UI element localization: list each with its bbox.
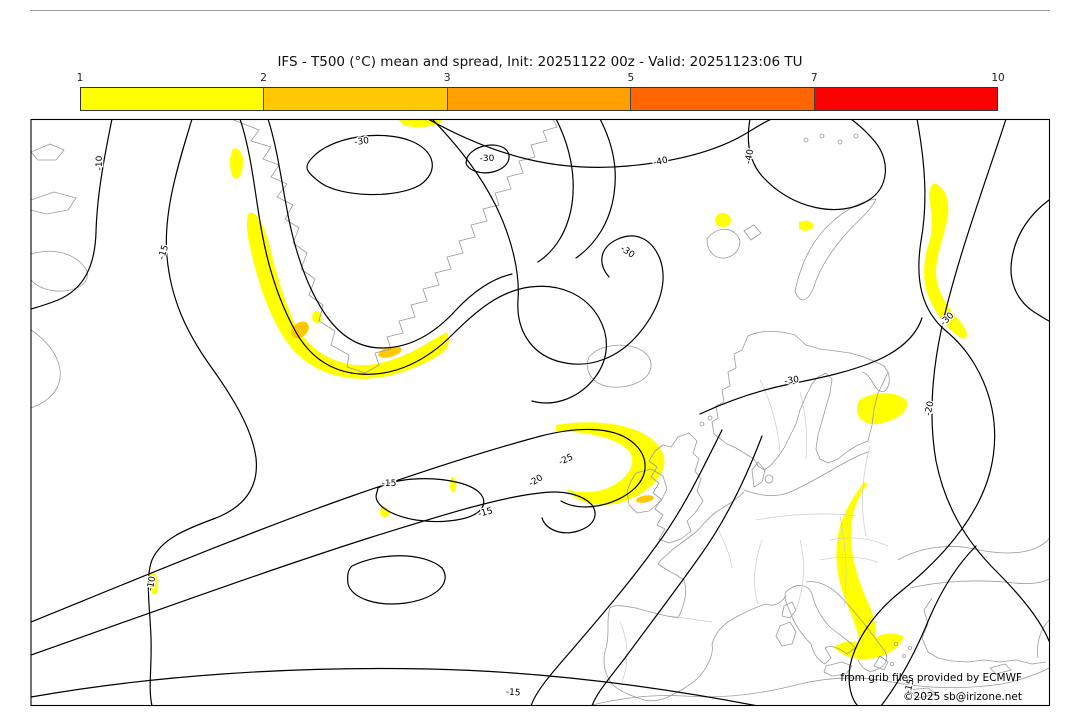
- colorbar-tick-3: 3: [443, 72, 451, 84]
- contour-label: -40: [744, 148, 756, 164]
- country-borders: [619, 379, 889, 683]
- attribution-line1: from grib files provided by ECMWF: [840, 672, 1022, 684]
- contour-label: -30: [354, 136, 370, 148]
- contour-label: -20: [527, 473, 545, 489]
- colorbar-tick-1: 1: [76, 72, 84, 84]
- contour-label: -10: [146, 575, 158, 591]
- spread-colorbar: 1 2 3 5 7 10: [76, 72, 1005, 112]
- contour-label: -30: [618, 244, 636, 261]
- map-border: [30, 118, 1051, 707]
- temperature-contours: [31, 119, 1050, 706]
- contour-label: -25: [557, 453, 575, 468]
- contour-label: -15: [903, 678, 916, 695]
- colorbar-segment-2-3: [264, 88, 448, 110]
- contour-label: -15: [477, 506, 494, 519]
- colorbar-segments: [80, 87, 998, 111]
- colorbar-tick-10: 10: [991, 72, 1005, 84]
- colorbar-segment-5-7: [631, 88, 815, 110]
- top-rule: [30, 10, 1050, 11]
- colorbar-tick-7: 7: [811, 72, 818, 84]
- contour-label: -40: [652, 156, 669, 169]
- coastlines: [31, 119, 1050, 706]
- contour-label: -30: [480, 154, 495, 164]
- attribution-line2: ©2025 sb@irizone.net: [903, 691, 1022, 703]
- contour-label: -15: [505, 688, 520, 699]
- page-title: IFS - T500 (°C) mean and spread, Init: 2…: [277, 54, 803, 70]
- colorbar-tick-5: 5: [627, 72, 635, 84]
- contour-label: -15: [382, 479, 397, 489]
- contour-label: -20: [924, 400, 937, 417]
- spread-shading: [149, 119, 967, 660]
- contour-label: -15: [157, 244, 171, 261]
- contour-label: -30: [784, 375, 800, 387]
- contour-labels: -10-15-30-30-30-40 -40-30-30-20-25-20-15-…: [94, 135, 958, 700]
- contour-label: -10: [95, 155, 105, 170]
- colorbar-segment-3-5: [447, 88, 632, 110]
- colorbar-segment-1-2: [81, 88, 265, 110]
- colorbar-ticks: 1 2 3 5 7 10: [76, 72, 1005, 86]
- colorbar-segment-7-10: [814, 88, 998, 110]
- colorbar-tick-2: 2: [260, 72, 267, 84]
